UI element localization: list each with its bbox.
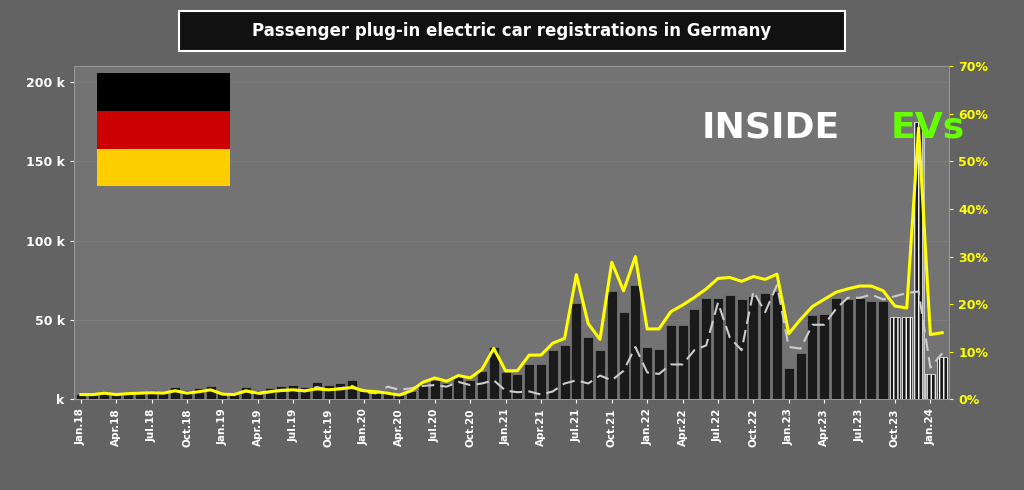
- Text: Passenger plug-in electric car registrations in Germany: Passenger plug-in electric car registrat…: [252, 23, 772, 40]
- Bar: [843, 299, 853, 399]
- Bar: [689, 309, 699, 399]
- Bar: [524, 365, 535, 399]
- Bar: [288, 385, 298, 399]
- Bar: [736, 299, 746, 399]
- Bar: [194, 388, 204, 399]
- Bar: [264, 388, 274, 399]
- Bar: [276, 386, 287, 399]
- Bar: [618, 312, 629, 399]
- Bar: [654, 348, 664, 399]
- Bar: [206, 386, 216, 399]
- Text: INSIDE: INSIDE: [701, 110, 840, 145]
- Bar: [336, 384, 345, 399]
- Bar: [88, 395, 97, 399]
- Bar: [465, 380, 475, 399]
- Bar: [701, 298, 712, 399]
- Bar: [418, 384, 428, 399]
- Bar: [796, 353, 806, 399]
- Bar: [135, 391, 144, 399]
- Bar: [123, 392, 133, 399]
- Bar: [99, 392, 110, 399]
- Bar: [760, 293, 770, 399]
- Bar: [937, 357, 947, 399]
- Bar: [595, 350, 605, 399]
- Bar: [678, 325, 687, 399]
- Bar: [441, 384, 452, 399]
- Bar: [217, 392, 227, 399]
- Bar: [902, 317, 911, 399]
- Bar: [749, 296, 759, 399]
- Bar: [229, 393, 240, 399]
- Bar: [584, 338, 593, 399]
- Text: EVs: EVs: [891, 110, 966, 145]
- Bar: [607, 292, 616, 399]
- Bar: [324, 385, 334, 399]
- Bar: [383, 392, 392, 399]
- Bar: [454, 375, 464, 399]
- Bar: [855, 298, 864, 399]
- Bar: [879, 301, 888, 399]
- Bar: [926, 374, 935, 399]
- Bar: [170, 387, 180, 399]
- Bar: [512, 374, 522, 399]
- Bar: [253, 390, 263, 399]
- Bar: [407, 392, 416, 399]
- Bar: [241, 387, 251, 399]
- Bar: [642, 347, 652, 399]
- Bar: [866, 301, 877, 399]
- Bar: [571, 302, 582, 399]
- Bar: [830, 298, 841, 399]
- Bar: [501, 372, 511, 399]
- Bar: [713, 298, 723, 399]
- Bar: [394, 394, 404, 399]
- Bar: [159, 392, 168, 399]
- Bar: [488, 347, 499, 399]
- Bar: [631, 285, 640, 399]
- Bar: [112, 394, 121, 399]
- Bar: [559, 345, 569, 399]
- Bar: [913, 122, 924, 399]
- Bar: [300, 387, 310, 399]
- Bar: [725, 294, 735, 399]
- Bar: [819, 314, 829, 399]
- Bar: [772, 292, 782, 399]
- Bar: [548, 350, 558, 399]
- Bar: [146, 390, 157, 399]
- Bar: [430, 380, 439, 399]
- Bar: [359, 391, 369, 399]
- Bar: [182, 390, 193, 399]
- Bar: [783, 368, 794, 399]
- Bar: [311, 382, 322, 399]
- Bar: [890, 317, 900, 399]
- Bar: [536, 365, 546, 399]
- Bar: [347, 380, 357, 399]
- Bar: [807, 315, 817, 399]
- Bar: [666, 325, 676, 399]
- Bar: [371, 392, 381, 399]
- Bar: [76, 394, 86, 399]
- Bar: [477, 371, 487, 399]
